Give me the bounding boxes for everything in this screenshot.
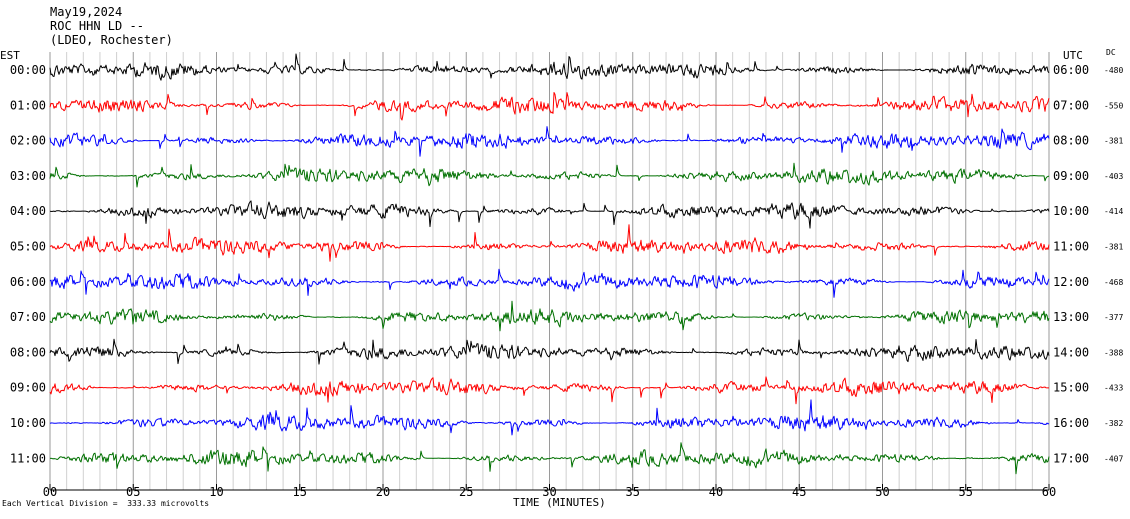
utc-hour-label: 15:00 (1053, 381, 1089, 395)
dc-offset-label: -407 (1104, 454, 1123, 463)
seismic-trace (49, 92, 1050, 121)
x-axis-title: TIME (MINUTES) (513, 496, 606, 509)
utc-hour-label: 09:00 (1053, 169, 1089, 183)
utc-hour-label: 17:00 (1053, 451, 1089, 465)
seismic-trace (49, 200, 1050, 229)
seismic-trace (49, 162, 1050, 188)
x-tick-label: 35 (626, 485, 640, 499)
seismic-trace (49, 399, 1050, 436)
dc-header-label: DC (1106, 48, 1116, 57)
utc-hour-label: 16:00 (1053, 416, 1089, 430)
dc-offset-label: -433 (1104, 384, 1123, 393)
est-hour-label: 04:00 (10, 204, 46, 218)
x-tick-label: 15 (293, 485, 307, 499)
dc-offset-label: -381 (1104, 137, 1123, 146)
seismic-trace (49, 338, 1050, 365)
dc-offset-label: -388 (1104, 348, 1123, 357)
utc-hour-label: 10:00 (1053, 204, 1089, 218)
dc-offset-label: -381 (1104, 243, 1123, 252)
est-hour-label: 03:00 (10, 169, 46, 183)
utc-hour-label: 08:00 (1053, 134, 1089, 148)
est-hour-label: 07:00 (10, 310, 46, 324)
seismic-trace (49, 300, 1050, 332)
utc-hour-label: 11:00 (1053, 240, 1089, 254)
scale-footnote: Each Vertical Division = 333.33 microvol… (2, 499, 210, 508)
est-hour-label: 11:00 (10, 451, 46, 465)
est-hour-label: 09:00 (10, 381, 46, 395)
est-hour-label: 02:00 (10, 134, 46, 148)
x-tick-label: 20 (376, 485, 390, 499)
left-timezone-label: EST (0, 49, 20, 62)
x-tick-label: 50 (875, 485, 889, 499)
utc-hour-label: 12:00 (1053, 275, 1089, 289)
utc-hour-label: 06:00 (1053, 63, 1089, 77)
x-tick-label: 30 (542, 485, 556, 499)
seismic-trace (49, 268, 1050, 298)
est-hour-label: 05:00 (10, 240, 46, 254)
dc-offset-label: -377 (1104, 313, 1123, 322)
utc-hour-label: 07:00 (1053, 98, 1089, 112)
network-name: (LDEO, Rochester) (50, 33, 173, 47)
seismic-trace (49, 53, 1050, 81)
x-tick-label: 60 (1042, 485, 1056, 499)
dc-offset-label: -480 (1104, 66, 1123, 75)
seismic-trace (49, 224, 1050, 262)
seismic-trace (49, 376, 1049, 405)
x-tick-label: 25 (459, 485, 473, 499)
est-hour-label: 08:00 (10, 345, 46, 359)
est-hour-label: 00:00 (10, 63, 46, 77)
est-hour-label: 01:00 (10, 98, 46, 112)
dc-offset-label: -468 (1104, 278, 1123, 287)
est-hour-label: 06:00 (10, 275, 46, 289)
x-tick-label: 00 (43, 485, 57, 499)
dc-offset-label: -403 (1104, 172, 1123, 181)
x-tick-label: 55 (959, 485, 973, 499)
station-code: ROC HHN LD -- (50, 19, 144, 33)
dc-offset-label: -382 (1104, 419, 1123, 428)
dc-offset-label: -414 (1104, 207, 1123, 216)
right-timezone-label: UTC (1063, 49, 1083, 62)
x-tick-label: 40 (709, 485, 723, 499)
utc-hour-label: 14:00 (1053, 345, 1089, 359)
seismic-trace (49, 442, 1050, 475)
x-tick-label: 05 (126, 485, 140, 499)
x-tick-label: 45 (792, 485, 806, 499)
est-hour-label: 10:00 (10, 416, 46, 430)
utc-hour-label: 13:00 (1053, 310, 1089, 324)
seismic-trace (49, 126, 1050, 157)
dc-offset-label: -550 (1104, 101, 1123, 110)
plot-date: May19,2024 (50, 5, 123, 19)
x-tick-label: 10 (209, 485, 223, 499)
